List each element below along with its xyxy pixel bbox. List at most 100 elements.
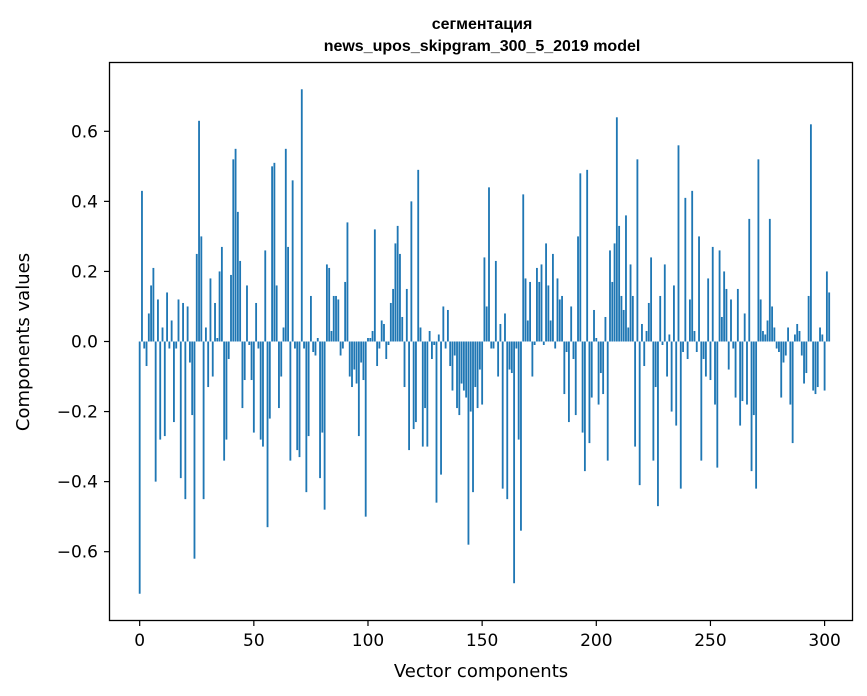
bar-248 [704,341,707,377]
chart-title-line-1: сегментация [432,16,533,33]
bar-177 [542,341,545,345]
bar-202 [599,341,602,374]
bar-250 [709,341,712,381]
bar-119 [410,201,413,342]
bar-20 [184,341,187,500]
bar-103 [373,229,376,342]
x-tick-label-4: 200 [580,631,612,651]
bar-215 [629,264,632,342]
bar-69 [296,341,299,451]
bar-253 [716,341,719,468]
bar-148 [476,341,479,409]
bar-7 [154,341,157,482]
bar-127 [428,330,431,342]
bar-75 [310,295,312,342]
bar-241 [688,299,691,342]
bar-233 [670,341,673,412]
bar-271 [757,159,760,342]
bar-122 [417,169,420,342]
bar-291 [803,341,805,384]
bar-283 [784,341,787,356]
bar-228 [659,295,662,342]
bar-180 [549,320,552,342]
bar-74 [307,341,310,437]
bar-244 [695,341,698,353]
bar-93 [351,341,353,388]
bar-282 [782,341,785,363]
bar-61 [278,341,280,409]
bar-125 [424,341,426,409]
bar-107 [383,323,385,342]
bar-73 [305,341,308,493]
bar-28 [202,341,205,500]
bar-100 [367,338,369,342]
bar-8 [157,299,159,342]
bar-163 [510,341,513,374]
bar-277 [771,306,774,342]
bar-99 [364,341,367,517]
bar-276 [768,218,771,342]
y-tick-label-5: 0.4 [71,192,98,212]
x-tick-label-3: 150 [466,631,498,651]
bar-217 [634,341,637,447]
x-tick-label-2: 100 [352,631,384,651]
y-tick-label-6: 0.6 [71,122,98,142]
bar-53 [259,341,262,440]
bar-129 [433,341,436,345]
bar-279 [775,341,778,349]
bar-23 [191,341,194,416]
bar-183 [556,278,559,342]
bar-18 [179,341,182,479]
bar-102 [371,330,374,342]
x-tick-label-0: 0 [134,631,145,651]
bar-45 [241,341,244,409]
bar-52 [257,341,260,349]
bar-153 [488,187,490,342]
bar-149 [478,341,481,370]
bar-213 [625,215,627,342]
bar-128 [431,341,433,360]
bar-16 [175,341,178,349]
bar-14 [170,320,173,342]
bar-222 [645,330,648,342]
bar-235 [675,341,678,426]
bar-118 [408,341,410,451]
bar-158 [499,323,502,342]
bar-174 [536,267,538,342]
bar-216 [631,295,634,342]
y-tick-label-1: −0.4 [57,473,98,493]
bar-9 [159,341,162,440]
bar-22 [188,341,191,363]
bar-237 [679,341,682,489]
bar-145 [469,341,472,412]
bar-29 [204,327,207,342]
bar-194 [581,341,584,433]
bar-198 [590,341,593,398]
bar-72 [303,341,305,349]
bar-251 [711,246,714,342]
bar-264 [741,341,744,402]
bar-292 [805,341,808,374]
bar-280 [778,341,780,353]
bar-293 [807,295,810,342]
bar-35 [218,271,221,342]
bar-260 [732,341,735,349]
bar-290 [800,341,803,356]
bar-261 [734,341,737,398]
bar-4 [147,313,150,342]
bar-234 [673,285,675,342]
ticks-group: 0 50 100 150 200 250 300 −0.6 −0.4 −0.2 0.0 0.2 0.4 0… [57,122,841,651]
bar-299 [821,334,824,342]
bar-3 [145,341,148,367]
bar-70 [298,341,301,458]
bar-150 [481,341,484,405]
bar-108 [385,341,388,360]
bar-68 [294,341,296,349]
bar-196 [586,169,589,342]
bar-278 [773,327,776,342]
y-axis-label: Components values [13,253,34,431]
bar-154 [490,341,493,349]
bar-12 [166,292,168,342]
chart-title-line-2: news_upos_skipgram_300_5_2019 model [324,38,641,55]
bar-256 [723,271,726,342]
